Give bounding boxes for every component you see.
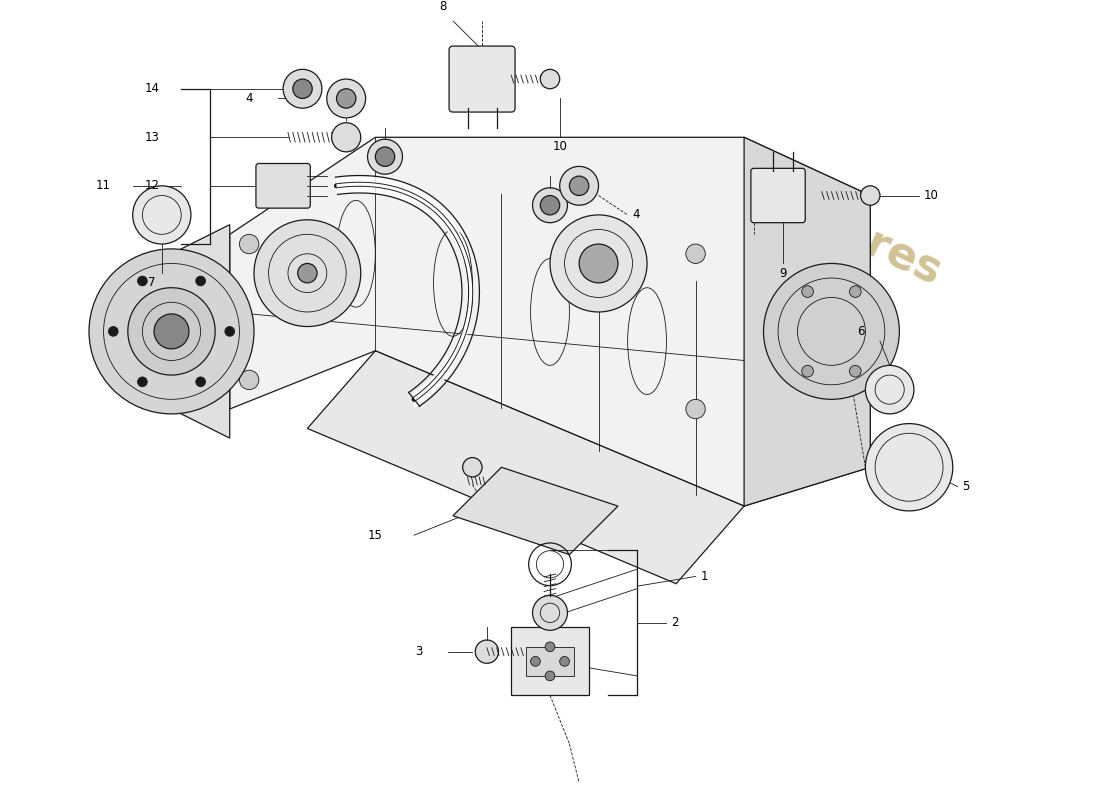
Circle shape <box>763 263 900 399</box>
Text: 2: 2 <box>671 616 679 629</box>
Circle shape <box>560 166 598 206</box>
FancyBboxPatch shape <box>751 168 805 222</box>
Circle shape <box>463 458 482 477</box>
FancyBboxPatch shape <box>512 627 588 695</box>
Text: 3: 3 <box>416 645 422 658</box>
Circle shape <box>860 186 880 206</box>
Text: 5: 5 <box>962 480 970 493</box>
Text: 8: 8 <box>440 0 447 13</box>
Circle shape <box>550 215 647 312</box>
Text: 15: 15 <box>367 529 383 542</box>
Circle shape <box>138 276 147 286</box>
Text: 4: 4 <box>245 92 253 105</box>
Circle shape <box>540 195 560 215</box>
Circle shape <box>283 70 322 108</box>
Polygon shape <box>172 225 230 438</box>
Text: 11: 11 <box>96 179 111 192</box>
Polygon shape <box>307 350 744 584</box>
Circle shape <box>570 176 589 195</box>
Circle shape <box>254 220 361 326</box>
Text: 6: 6 <box>857 325 865 338</box>
Circle shape <box>849 366 861 377</box>
Circle shape <box>331 122 361 152</box>
Text: 10: 10 <box>552 141 568 154</box>
Text: 13: 13 <box>145 130 160 144</box>
Circle shape <box>530 657 540 666</box>
Text: 10: 10 <box>924 189 938 202</box>
Bar <box>526 646 574 676</box>
Circle shape <box>866 366 914 414</box>
Polygon shape <box>230 138 870 506</box>
Text: 12: 12 <box>144 179 159 192</box>
Circle shape <box>138 377 147 386</box>
Text: eurospares: eurospares <box>675 136 948 294</box>
Circle shape <box>686 399 705 418</box>
Polygon shape <box>453 467 618 554</box>
Circle shape <box>224 326 234 336</box>
FancyBboxPatch shape <box>449 46 515 112</box>
Text: 4: 4 <box>632 209 640 222</box>
Circle shape <box>128 288 216 375</box>
Circle shape <box>298 263 317 283</box>
Text: a parts-trading: a parts-trading <box>620 355 810 424</box>
Circle shape <box>532 595 568 630</box>
Circle shape <box>89 249 254 414</box>
Circle shape <box>293 79 312 98</box>
Circle shape <box>475 640 498 663</box>
Circle shape <box>337 89 356 108</box>
Circle shape <box>196 377 206 386</box>
Text: 9: 9 <box>779 266 786 280</box>
Circle shape <box>532 188 568 222</box>
Text: 14: 14 <box>144 82 159 95</box>
Circle shape <box>154 314 189 349</box>
Circle shape <box>546 671 554 681</box>
Circle shape <box>240 234 258 254</box>
Text: 7: 7 <box>148 276 156 290</box>
Circle shape <box>133 186 191 244</box>
Circle shape <box>109 326 118 336</box>
Circle shape <box>196 276 206 286</box>
Circle shape <box>367 139 403 174</box>
Circle shape <box>327 79 365 118</box>
Circle shape <box>579 244 618 283</box>
Circle shape <box>375 147 395 166</box>
Circle shape <box>802 366 813 377</box>
Circle shape <box>560 657 570 666</box>
Text: since 1985: since 1985 <box>628 430 763 485</box>
Polygon shape <box>744 138 870 506</box>
FancyBboxPatch shape <box>256 163 310 208</box>
Circle shape <box>546 642 554 652</box>
Circle shape <box>849 286 861 298</box>
Circle shape <box>802 286 813 298</box>
Circle shape <box>866 423 953 511</box>
Text: 1: 1 <box>701 570 708 583</box>
Circle shape <box>240 370 258 390</box>
Circle shape <box>540 70 560 89</box>
Circle shape <box>686 244 705 263</box>
